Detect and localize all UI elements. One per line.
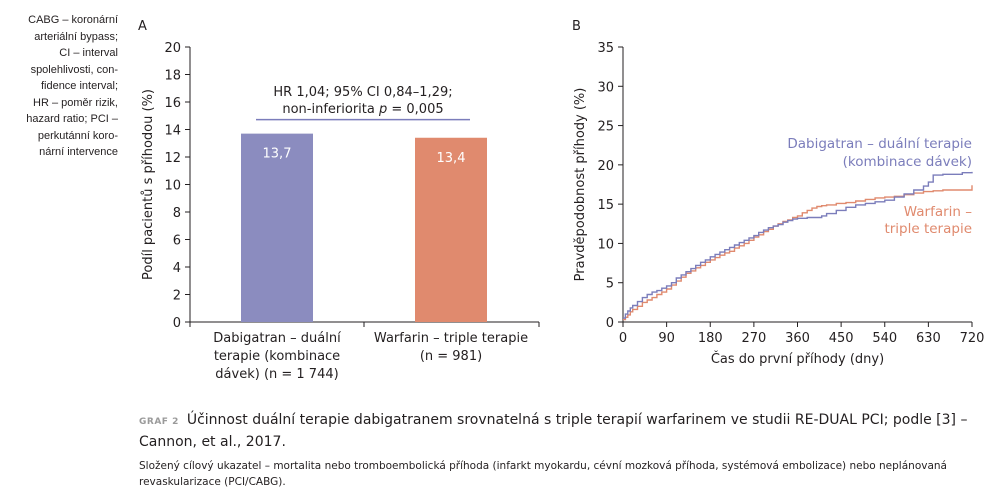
y-tick-label: 20 [597,159,614,174]
chart-a: 0 2 4 6 8 10 12 14 16 18 20 Podíl pacientů s příhod… [141,41,540,382]
bar-value-label: 13,4 [437,151,466,166]
hr-annotation-line1: HR 1,04; 95% CI 0,84–1,29; [273,85,452,100]
abbreviations-note-line: fidence interval; [40,80,118,92]
series-line [623,185,973,321]
abbreviations-note-line: arteriální bypass; [34,30,118,43]
x-tick-label: 180 [698,331,723,346]
y-tick-label: 25 [597,120,614,135]
y-tick-label: 10 [164,179,181,194]
y-tick-label: 14 [164,124,181,139]
hr-annotation-text: non-inferiorita [282,102,379,117]
abbreviations-note-line: nární intervence [39,146,118,158]
hr-annotation-p: p [378,102,387,117]
abbreviations-note-line: HR – poměr rizik, [33,96,118,109]
hr-annotation-line2: non-inferiorita p = 0,005 [282,102,443,117]
charts-figure: A 0 2 4 6 8 10 12 14 16 18 20 Podíl pacientů s příh… [138,19,984,382]
caption-note: Složený cílový ukazatel – mortalita nebo… [139,460,947,488]
y-tick-label: 20 [164,41,181,56]
x-tick-label: 90 [658,331,675,346]
x-category-label-line: terapie (kombinace [214,349,340,364]
x-category-label-line: dávek) (n = 1 744) [215,367,338,382]
series-line [623,171,973,319]
y-tick-label: 15 [597,198,614,213]
x-category-label-line: Dabigatran – duální [213,331,341,346]
series-label-line: Warfarin – [904,204,972,220]
caption-text: Účinnost duální terapie dabigatranem sro… [139,412,968,450]
y-axis-label: Podíl pacientů s příhodou (%) [141,89,156,280]
x-tick-label: 360 [785,331,810,346]
x-axis-label: Čas do první příhody (dny) [711,351,884,367]
panel-a-letter: A [138,19,147,34]
abbreviations-note-line: CABG – koronární [28,14,118,26]
figure-caption: GRAF 2 Účinnost duální terapie dabigatran… [139,410,989,490]
y-tick-label: 30 [597,80,614,95]
x-tick-label: 540 [872,331,897,346]
series-label-dabigatran: Dabigatran – duální terapie (kombinace dá… [787,136,972,170]
x-tick-label: 630 [916,331,941,346]
x-tick-label: 450 [829,331,854,346]
y-tick-label: 8 [173,206,181,221]
y-tick-label: 0 [173,316,181,331]
y-tick-label: 2 [173,289,181,304]
x-category-label-line: Warfarin – triple terapie [374,331,528,346]
y-tick-label: 35 [597,41,614,56]
x-category-label: Dabigatran – duální terapie (kombinace dáv… [213,331,341,382]
y-tick-label: 4 [173,261,181,276]
x-category-label-line: (n = 981) [420,349,482,364]
abbreviations-note-line: CI – interval [59,47,118,59]
y-tick-label: 0 [606,316,614,331]
bar [415,137,487,322]
x-tick-label: 270 [741,331,766,346]
series-label-line: triple terapie [884,221,972,237]
hr-annotation-value: = 0,005 [387,102,443,117]
x-tick-label: 0 [619,331,627,346]
chart-b: 0 5 10 15 20 25 30 35 0 90 180 270 360 450 540 630 720 Pr… [573,41,984,367]
y-tick-label: 16 [164,96,181,111]
x-tick-label: 720 [960,331,985,346]
series-label-warfarin: Warfarin – triple terapie [884,204,972,237]
y-tick-label: 5 [606,277,614,292]
caption-label: GRAF 2 [139,417,179,427]
y-tick-label: 10 [597,237,614,252]
abbreviations-note-line: hazard ratio; PCI – [26,113,118,125]
panel-b-letter: B [572,19,581,34]
x-category-label: Warfarin – triple terapie (n = 981) [374,331,528,364]
y-tick-label: 12 [164,151,181,166]
series-label-line: Dabigatran – duální terapie [787,136,972,152]
y-tick-label: 18 [164,69,181,84]
series-label-line: (kombinace dávek) [843,154,972,170]
y-tick-label: 6 [173,234,181,249]
bar-value-label: 13,7 [263,147,292,162]
bar [241,133,313,322]
abbreviations-note-line: spolehlivosti, con- [30,63,118,76]
abbreviations-note-line: perkutánní koro- [37,129,118,142]
y-axis-label: Pravděpodobnost příhody (%) [573,88,588,282]
abbreviations-note: CABG – koronární arteriální bypass; CI – i… [4,12,118,161]
